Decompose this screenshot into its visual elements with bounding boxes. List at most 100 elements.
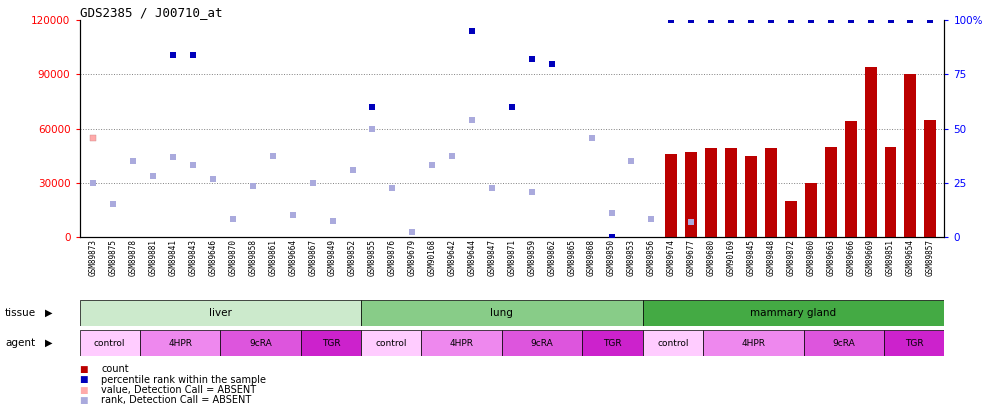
Text: GSM89860: GSM89860 xyxy=(806,239,815,276)
Text: TGR: TGR xyxy=(603,339,622,348)
Text: lung: lung xyxy=(490,308,513,318)
Text: GSM89873: GSM89873 xyxy=(89,239,98,276)
Bar xyxy=(582,330,643,356)
Bar xyxy=(924,119,936,237)
Bar xyxy=(685,152,697,237)
Text: ■: ■ xyxy=(80,396,88,405)
Text: TGR: TGR xyxy=(322,339,340,348)
Text: count: count xyxy=(101,364,129,374)
Bar xyxy=(845,122,857,237)
Text: GSM89849: GSM89849 xyxy=(328,239,337,276)
Text: GSM89646: GSM89646 xyxy=(209,239,218,276)
Text: GSM89858: GSM89858 xyxy=(248,239,257,276)
Text: liver: liver xyxy=(209,308,232,318)
Text: TGR: TGR xyxy=(905,339,923,348)
Bar xyxy=(361,300,643,326)
Text: GSM89851: GSM89851 xyxy=(886,239,895,276)
Text: ▶: ▶ xyxy=(45,308,53,318)
Text: GSM89845: GSM89845 xyxy=(746,239,755,276)
Text: GSM89855: GSM89855 xyxy=(368,239,377,276)
Text: 4HPR: 4HPR xyxy=(168,339,192,348)
Text: GSM89679: GSM89679 xyxy=(408,239,416,276)
Text: GSM89870: GSM89870 xyxy=(229,239,238,276)
Text: tissue: tissue xyxy=(5,308,36,318)
Bar xyxy=(746,156,757,237)
Text: GSM89868: GSM89868 xyxy=(587,239,596,276)
Text: GSM89669: GSM89669 xyxy=(866,239,875,276)
Text: GSM89867: GSM89867 xyxy=(308,239,317,276)
Bar xyxy=(221,330,301,356)
Text: GDS2385 / J00710_at: GDS2385 / J00710_at xyxy=(80,6,222,19)
Text: GSM89859: GSM89859 xyxy=(528,239,537,276)
Text: GSM89841: GSM89841 xyxy=(169,239,178,276)
Text: GSM89871: GSM89871 xyxy=(507,239,517,276)
Text: GSM90169: GSM90169 xyxy=(727,239,736,276)
Text: control: control xyxy=(94,339,125,348)
Text: GSM89850: GSM89850 xyxy=(607,239,616,276)
Text: GSM89852: GSM89852 xyxy=(348,239,357,276)
Bar xyxy=(703,330,803,356)
Text: control: control xyxy=(657,339,689,348)
Bar xyxy=(885,147,897,237)
Bar xyxy=(765,149,777,237)
Bar xyxy=(905,75,916,237)
Bar xyxy=(705,149,717,237)
Text: GSM89847: GSM89847 xyxy=(487,239,496,276)
Text: 9cRA: 9cRA xyxy=(249,339,272,348)
Text: GSM89843: GSM89843 xyxy=(189,239,198,276)
Text: GSM89876: GSM89876 xyxy=(388,239,397,276)
Text: GSM89865: GSM89865 xyxy=(568,239,577,276)
Text: ▶: ▶ xyxy=(45,338,53,348)
Bar xyxy=(825,147,837,237)
Text: GSM89644: GSM89644 xyxy=(467,239,476,276)
Text: value, Detection Call = ABSENT: value, Detection Call = ABSENT xyxy=(101,385,256,395)
Bar xyxy=(502,330,582,356)
Text: 9cRA: 9cRA xyxy=(531,339,554,348)
Bar xyxy=(643,330,703,356)
Text: mammary gland: mammary gland xyxy=(750,308,837,318)
Text: GSM90168: GSM90168 xyxy=(427,239,436,276)
Text: GSM89666: GSM89666 xyxy=(846,239,855,276)
Text: GSM89642: GSM89642 xyxy=(447,239,456,276)
Bar xyxy=(361,330,421,356)
Text: GSM89872: GSM89872 xyxy=(786,239,795,276)
Bar xyxy=(725,149,738,237)
Bar xyxy=(301,330,361,356)
Text: GSM89853: GSM89853 xyxy=(627,239,636,276)
Text: control: control xyxy=(376,339,407,348)
Text: GSM89878: GSM89878 xyxy=(129,239,138,276)
Text: GSM89654: GSM89654 xyxy=(906,239,914,276)
Text: ■: ■ xyxy=(80,386,88,394)
Bar xyxy=(80,300,361,326)
Text: ■: ■ xyxy=(80,365,88,374)
Text: GSM89663: GSM89663 xyxy=(826,239,835,276)
Bar xyxy=(803,330,884,356)
Text: 4HPR: 4HPR xyxy=(742,339,765,348)
Bar xyxy=(140,330,221,356)
Text: GSM89677: GSM89677 xyxy=(687,239,696,276)
Text: GSM89857: GSM89857 xyxy=(925,239,934,276)
Text: 9cRA: 9cRA xyxy=(832,339,855,348)
Text: percentile rank within the sample: percentile rank within the sample xyxy=(101,375,266,385)
Text: GSM89881: GSM89881 xyxy=(149,239,158,276)
Text: GSM89674: GSM89674 xyxy=(667,239,676,276)
Text: 4HPR: 4HPR xyxy=(449,339,473,348)
Text: GSM89861: GSM89861 xyxy=(268,239,277,276)
Bar xyxy=(805,183,817,237)
Bar xyxy=(421,330,502,356)
Bar xyxy=(884,330,944,356)
Text: agent: agent xyxy=(5,338,35,348)
Bar xyxy=(785,201,797,237)
Text: rank, Detection Call = ABSENT: rank, Detection Call = ABSENT xyxy=(101,395,251,405)
Text: GSM89848: GSM89848 xyxy=(766,239,775,276)
Text: GSM89680: GSM89680 xyxy=(707,239,716,276)
Text: GSM89862: GSM89862 xyxy=(548,239,557,276)
Text: ■: ■ xyxy=(80,375,88,384)
Bar xyxy=(665,154,677,237)
Bar xyxy=(643,300,944,326)
Text: GSM89856: GSM89856 xyxy=(647,239,656,276)
Text: GSM89664: GSM89664 xyxy=(288,239,297,276)
Bar xyxy=(865,67,877,237)
Text: GSM89875: GSM89875 xyxy=(109,239,118,276)
Bar xyxy=(80,330,140,356)
